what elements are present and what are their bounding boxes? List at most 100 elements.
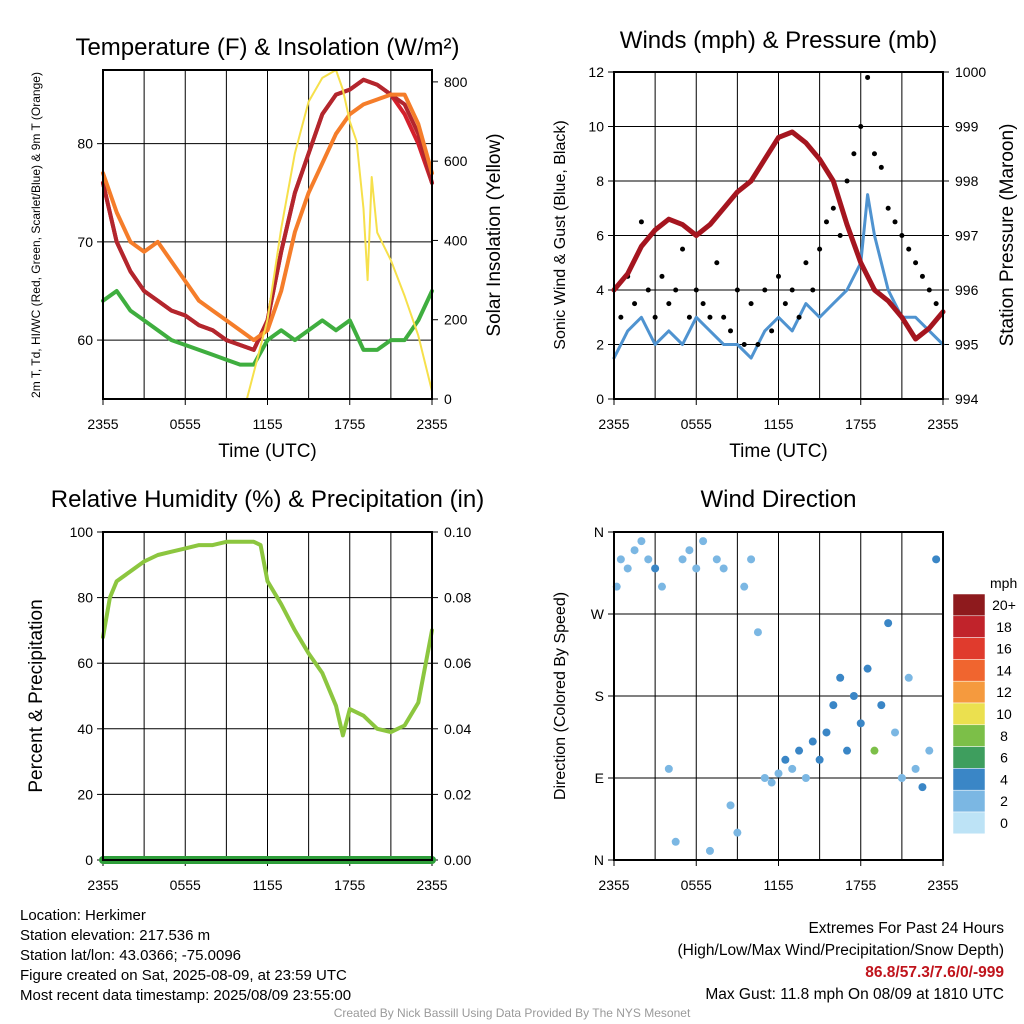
winds-xtick-label: 1155 <box>763 416 793 432</box>
direction-xtick-label: 2355 <box>598 877 629 893</box>
gust-point <box>913 260 919 266</box>
direction-point <box>781 755 790 764</box>
humidity-ytick-label: 40 <box>77 721 93 737</box>
winds-ytick-right-label: 995 <box>955 337 979 353</box>
temperature-xlabel: Time (UTC) <box>218 441 317 462</box>
direction-point <box>815 755 824 764</box>
gust-point <box>844 178 850 184</box>
extremes-title: Extremes For Past 24 Hours <box>808 920 1004 937</box>
winds-ytick-label: 12 <box>588 64 604 80</box>
winds-xtick-label: 2355 <box>927 416 958 432</box>
direction-point <box>774 769 783 778</box>
direction-xtick-label: 0555 <box>681 877 712 893</box>
humidity-ytick-right-label: 0.00 <box>444 852 471 868</box>
gust-point <box>721 314 727 320</box>
gust-point <box>734 287 740 293</box>
winds-ytick-right-label: 1000 <box>955 64 986 80</box>
temperature-ytick-right-label: 800 <box>444 74 468 90</box>
winds-series-2 <box>611 129 946 342</box>
direction-xtick-label: 2355 <box>927 877 958 893</box>
gust-point <box>755 342 761 347</box>
direction-point <box>733 828 742 837</box>
direction-point <box>849 692 858 700</box>
max-gust-text: Max Gust: 11.8 mph On 08/09 at 1810 UTC <box>705 986 1004 1003</box>
gust-point <box>865 74 871 80</box>
gust-point <box>645 287 651 293</box>
direction-point <box>870 746 879 755</box>
temperature-plot-border <box>102 69 433 400</box>
direction-point <box>863 664 872 673</box>
temperature-ytick-label: 60 <box>77 332 93 348</box>
gust-point <box>659 273 665 279</box>
gust-point <box>666 301 672 307</box>
speed-legend-swatch <box>952 702 986 726</box>
humidity-xtick-label: 1155 <box>252 877 282 893</box>
direction-xtick-label: 1755 <box>845 877 876 893</box>
gust-point <box>762 287 768 293</box>
speed-legend-swatch <box>952 593 986 617</box>
direction-point <box>644 555 653 564</box>
gust-point <box>899 233 905 238</box>
temperature-ylabel: 2m T, Td, HI/WC (Red, Green, Scarlet/Blu… <box>29 72 43 398</box>
temperature-ytick-right-label: 400 <box>444 232 468 248</box>
gust-point <box>817 246 823 252</box>
humidity-ytick-label: 60 <box>77 655 93 671</box>
temperature-series-2 <box>101 92 434 343</box>
speed-legend-label: 2 <box>1000 793 1008 809</box>
winds-plot-border <box>613 71 944 400</box>
gust-point <box>830 205 836 211</box>
direction-point <box>699 537 708 546</box>
credit-line: Created By Nick Bassill Using Data Provi… <box>333 1006 691 1020</box>
gust-point <box>810 287 816 293</box>
gust-point <box>796 314 802 320</box>
gust-point <box>933 301 939 307</box>
speed-legend-swatch <box>952 746 986 769</box>
humidity-ytick-label: 100 <box>70 524 94 540</box>
gust-point <box>680 246 686 252</box>
direction-point <box>726 801 735 810</box>
humidity-ytick-right-label: 0.08 <box>444 590 471 606</box>
direction-point <box>678 555 687 564</box>
direction-point <box>637 537 646 546</box>
speed-legend-swatch <box>952 659 986 682</box>
direction-point <box>760 774 769 782</box>
direction-point <box>767 778 776 787</box>
station-info: Location: Herkimer Station elevation: 21… <box>20 906 351 1006</box>
direction-ytick-label: N <box>594 852 604 868</box>
direction-point <box>843 746 852 755</box>
temperature-panel: Temperature (F) & Insolation (W/m²) 2355 0… <box>29 34 505 462</box>
direction-point <box>630 546 639 555</box>
speed-legend-label: 18 <box>996 619 1012 635</box>
direction-point <box>801 774 810 782</box>
speed-legend-title: mph <box>990 575 1017 591</box>
speed-legend-label: 16 <box>996 641 1012 657</box>
direction-point <box>918 783 927 792</box>
winds-panel: Winds (mph) & Pressure (mb) 2355 0555 1155 1… <box>552 27 1018 462</box>
location-text: Location: Herkimer <box>20 907 146 924</box>
direction-point <box>904 673 913 682</box>
direction-point <box>623 564 632 573</box>
direction-ylabel: Direction (Colored By Speed) <box>552 592 569 800</box>
winds-ylabel: Sonic Wind & Gust (Blue, Black) <box>552 120 569 349</box>
gust-point <box>871 151 877 157</box>
temperature-xtick-label: 1755 <box>334 416 365 432</box>
temperature-xtick-label: 0555 <box>170 416 201 432</box>
gust-point <box>769 328 775 334</box>
humidity-series-0 <box>101 539 434 738</box>
gust-point <box>878 164 884 170</box>
humidity-panel: Relative Humidity (%) & Precipitation (i… <box>26 486 484 893</box>
extremes-subtitle: (High/Low/Max Wind/Precipitation/Snow De… <box>677 942 1005 959</box>
winds-xtick-label: 1755 <box>845 416 876 432</box>
temperature-xtick-label: 2355 <box>416 416 447 432</box>
gust-point <box>748 301 754 307</box>
gust-point <box>906 246 912 252</box>
direction-point <box>891 728 900 737</box>
direction-point <box>692 564 701 573</box>
temperature-ytick-label: 80 <box>77 136 93 152</box>
direction-point <box>788 764 797 773</box>
winds-ytick-label: 2 <box>596 337 604 353</box>
direction-point <box>616 555 625 564</box>
direction-point <box>829 701 838 710</box>
temperature-series-4 <box>102 69 433 400</box>
